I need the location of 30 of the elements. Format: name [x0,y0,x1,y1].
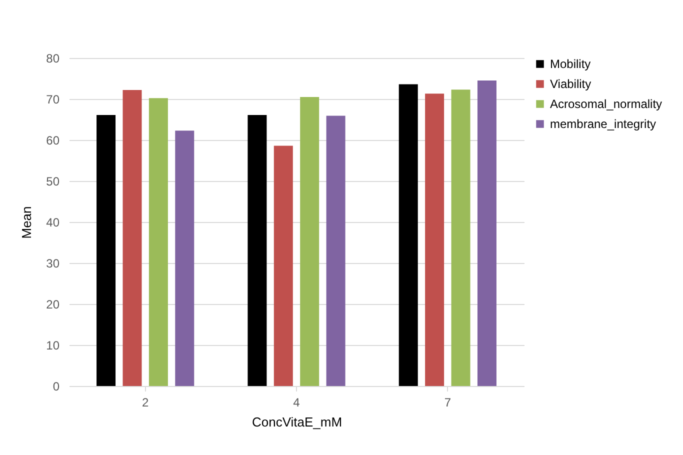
bar [477,80,496,386]
y-tick-label: 70 [46,92,60,106]
bar [398,84,418,386]
legend-label: Mobility [550,57,591,71]
bar [451,90,470,386]
y-tick-label: 20 [46,298,60,312]
bar [425,94,444,386]
legend-label: Viability [550,77,592,91]
y-tick-label: 60 [46,134,60,148]
y-axis-title: Mean [19,206,34,239]
y-tick-label: 10 [46,338,60,352]
y-tick-label: 40 [46,216,60,230]
bar [326,116,346,386]
y-tick-label: 0 [52,380,60,394]
x-tick-label: 2 [142,396,149,410]
bar [175,130,194,386]
legend-label: Acrosomal_normality [550,97,662,111]
y-tick-label: 80 [46,52,60,66]
y-tick-label: 30 [46,256,60,270]
x-tick-label: 7 [444,396,452,410]
bar [248,114,267,386]
bar [148,98,168,386]
bar [96,114,116,386]
bar [274,146,293,386]
legend-label: membrane_integrity [550,117,656,131]
y-tick-label: 50 [46,174,60,188]
bar [122,90,142,386]
bar [300,96,320,386]
x-tick-label: 4 [293,396,300,410]
x-axis-title: ConcVitaE_mM [252,414,342,430]
